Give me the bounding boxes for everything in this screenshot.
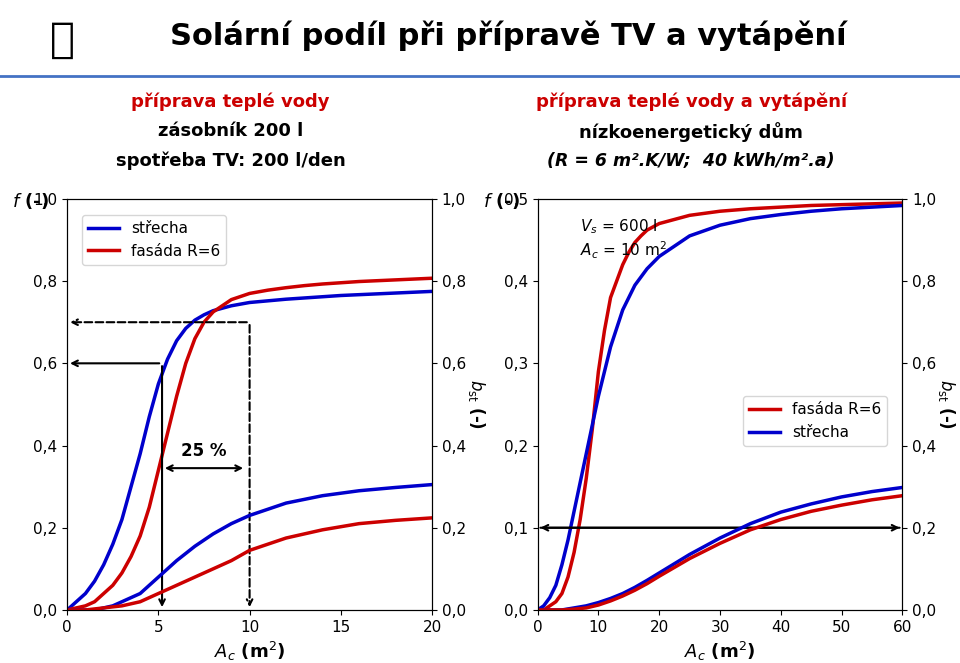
Text: Solární podíl při přípravě TV a vytápění: Solární podíl při přípravě TV a vytápění: [171, 21, 847, 51]
Y-axis label: $f$ (-): $f$ (-): [483, 191, 519, 211]
Text: příprava teplé vody: příprava teplé vody: [132, 92, 329, 111]
Text: nízkoenergetický dům: nízkoenergetický dům: [579, 122, 804, 142]
Legend: střecha, fasáda R=6: střecha, fasáda R=6: [83, 215, 227, 265]
Y-axis label: $b_{\rm st}$ (-): $b_{\rm st}$ (-): [466, 379, 487, 430]
Text: $V_s$ = 600 l: $V_s$ = 600 l: [580, 217, 658, 236]
Text: 🦁: 🦁: [50, 19, 75, 61]
X-axis label: $A_c$ (m$^2$): $A_c$ (m$^2$): [684, 640, 756, 663]
Legend: fasáda R=6, střecha: fasáda R=6, střecha: [743, 396, 887, 446]
X-axis label: $A_c$ (m$^2$): $A_c$ (m$^2$): [214, 640, 285, 663]
Y-axis label: $b_{\rm st}$ (-): $b_{\rm st}$ (-): [936, 379, 957, 430]
Text: (R = 6 m².K/W;  40 kWh/m².a): (R = 6 m².K/W; 40 kWh/m².a): [547, 152, 835, 170]
Y-axis label: $f$ (-): $f$ (-): [12, 191, 49, 211]
Text: $A_c$ = 10 m$^2$: $A_c$ = 10 m$^2$: [580, 239, 667, 261]
Text: spotřeba TV: 200 l/den: spotřeba TV: 200 l/den: [115, 152, 346, 170]
Text: příprava teplé vody a vytápění: příprava teplé vody a vytápění: [536, 92, 847, 111]
Text: zásobník 200 l: zásobník 200 l: [157, 122, 303, 140]
Text: 25 %: 25 %: [181, 442, 227, 460]
